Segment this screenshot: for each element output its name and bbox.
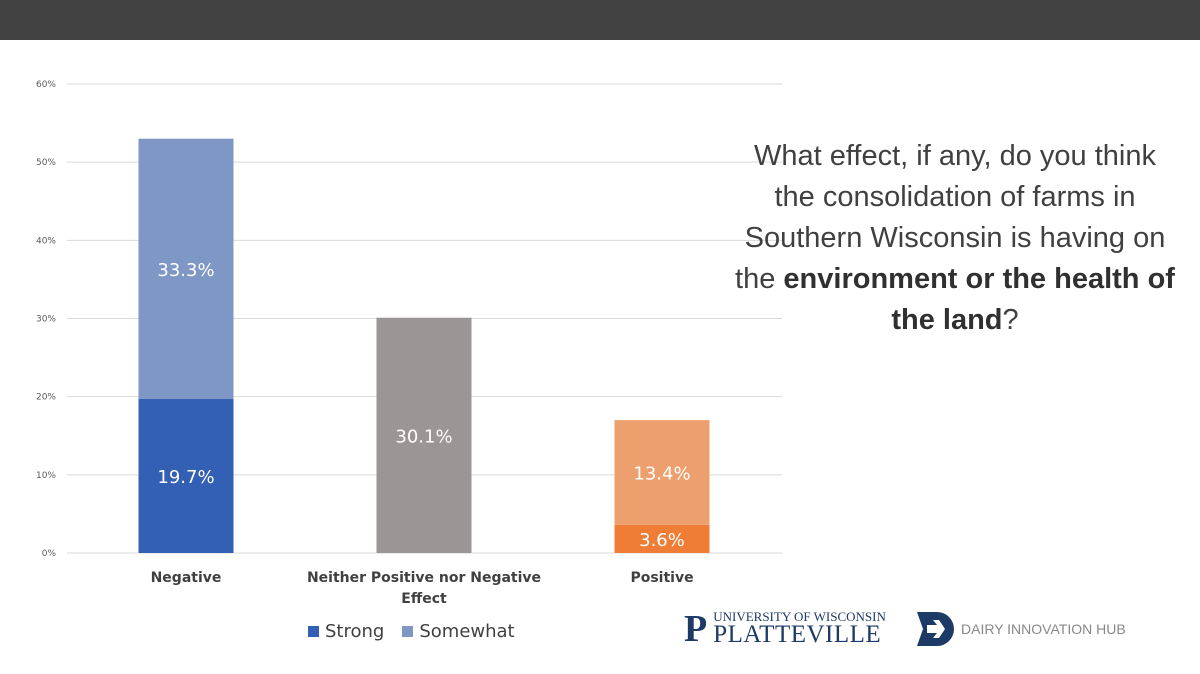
y-tick-label: 40% [36,236,56,246]
data-label: 13.4% [633,463,690,484]
y-tick-label: 30% [36,315,56,325]
bar-segment-strong [614,524,710,553]
uw-p-icon: P [684,607,708,650]
data-label: 30.1% [395,426,452,447]
dairy-innovation-hub-logo: DAIRY INNOVATION HUB [917,612,1126,646]
legend-label-somewhat: Somewhat [419,621,515,642]
data-label: 33.3% [157,260,214,281]
question-text: What effect, if any, do you think the co… [735,136,1175,341]
top-bar [0,0,1200,40]
legend: Strong Somewhat [308,621,515,642]
uw-platteville-logo: P UNIVERSITY OF WISCONSIN PLATTEVILLE [684,607,886,650]
legend-swatch-strong [308,626,319,637]
bar-segment-somewhat [614,420,710,525]
hub-logo-text: DAIRY INNOVATION HUB [961,621,1126,637]
legend-item-somewhat: Somewhat [402,621,515,642]
y-tick-label: 60% [36,80,56,90]
x-category-label: Negative [151,570,222,586]
bar-segment-strong [138,399,234,553]
legend-swatch-somewhat [402,626,414,637]
question-post: ? [1002,304,1019,336]
y-tick-label: 20% [36,393,56,403]
y-tick-label: 50% [36,158,56,168]
x-category-label: Neither Positive nor Negative [307,570,541,586]
bar-segment-somewhat [138,138,234,400]
y-tick-label: 0% [42,549,57,559]
hub-arrow-icon [917,612,954,646]
data-label: 3.6% [639,530,685,551]
bar-segment-somewhat [376,317,472,553]
uw-logo-bottom: PLATTEVILLE [713,621,882,648]
question-pre: What effect, if any, do you think the co… [735,140,1166,295]
question-bold: environment or the health of the land [783,263,1175,336]
data-label: 19.7% [157,467,214,488]
legend-item-strong: Strong [308,621,384,642]
uw-logo-top: UNIVERSITY OF WISCONSIN [713,609,886,624]
x-category-label: Positive [630,570,693,586]
stacked-bar-chart: 0% 10% 20% 30% 40% 50% 60% 19.7% 33.3% Negative 30… [36,80,782,607]
x-category-label: Effect [401,591,447,607]
y-tick-label: 10% [36,471,56,481]
legend-label-strong: Strong [325,621,385,642]
